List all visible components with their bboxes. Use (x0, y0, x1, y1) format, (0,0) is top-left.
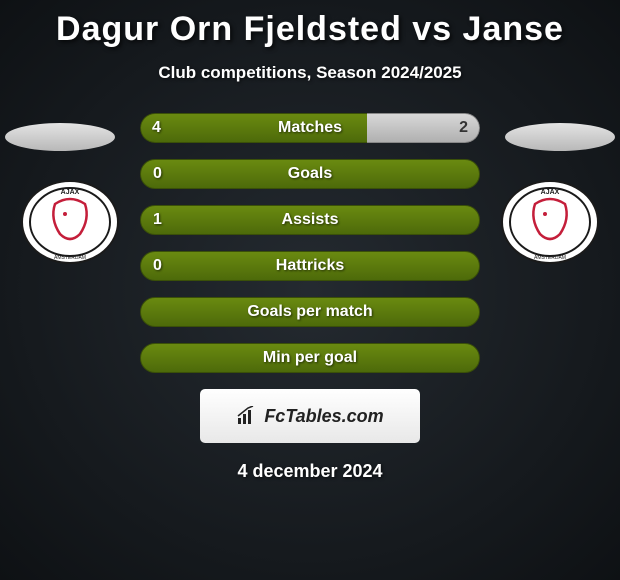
stat-value-left: 0 (153, 257, 162, 275)
stat-value-left: 0 (153, 165, 162, 183)
brand-badge: FcTables.com (200, 389, 420, 443)
stat-row: Goals per match (140, 297, 480, 327)
footer-date: 4 december 2024 (0, 461, 620, 482)
stat-bar: Goals 0 (140, 159, 480, 189)
ajax-badge-icon: AJAX AMSTERDAM (500, 179, 600, 265)
stat-row: Assists 1 (140, 205, 480, 235)
stat-bar: Goals per match (140, 297, 480, 327)
comparison-area: AJAX AMSTERDAM AJAX AMSTERDAM Matches 4 2 G… (0, 113, 620, 373)
left-club-badge: AJAX AMSTERDAM (20, 179, 120, 265)
stat-row: Matches 4 2 (140, 113, 480, 143)
stat-value-right: 2 (459, 119, 468, 137)
stat-label: Goals (288, 165, 332, 183)
svg-text:AMSTERDAM: AMSTERDAM (54, 255, 86, 261)
brand-text: FcTables.com (264, 406, 383, 427)
stat-label: Goals per match (247, 303, 372, 321)
player-left-shape (5, 123, 115, 151)
stat-bar: Min per goal (140, 343, 480, 373)
stat-label: Hattricks (276, 257, 344, 275)
stat-row: Min per goal (140, 343, 480, 373)
player-right-shape (505, 123, 615, 151)
chart-icon (236, 406, 258, 426)
stat-rows: Matches 4 2 Goals 0 Assists 1 Hattricks 0 Goals p… (140, 113, 480, 373)
stat-value-left: 1 (153, 211, 162, 229)
ajax-badge-icon: AJAX AMSTERDAM (20, 179, 120, 265)
page-title: Dagur Orn Fjeldsted vs Janse (0, 0, 620, 49)
stat-bar: Hattricks 0 (140, 251, 480, 281)
stat-bar: Matches 4 2 (140, 113, 480, 143)
stat-label: Min per goal (263, 349, 357, 367)
stat-value-left: 4 (152, 119, 161, 137)
stat-row: Goals 0 (140, 159, 480, 189)
svg-text:AJAX: AJAX (61, 189, 80, 196)
stat-row: Hattricks 0 (140, 251, 480, 281)
svg-text:AJAX: AJAX (541, 189, 560, 196)
stat-label: Assists (282, 211, 339, 229)
svg-text:AMSTERDAM: AMSTERDAM (534, 255, 566, 261)
page-subtitle: Club competitions, Season 2024/2025 (0, 63, 620, 83)
stat-bar: Assists 1 (140, 205, 480, 235)
stat-label: Matches (278, 119, 342, 137)
right-club-badge: AJAX AMSTERDAM (500, 179, 600, 265)
